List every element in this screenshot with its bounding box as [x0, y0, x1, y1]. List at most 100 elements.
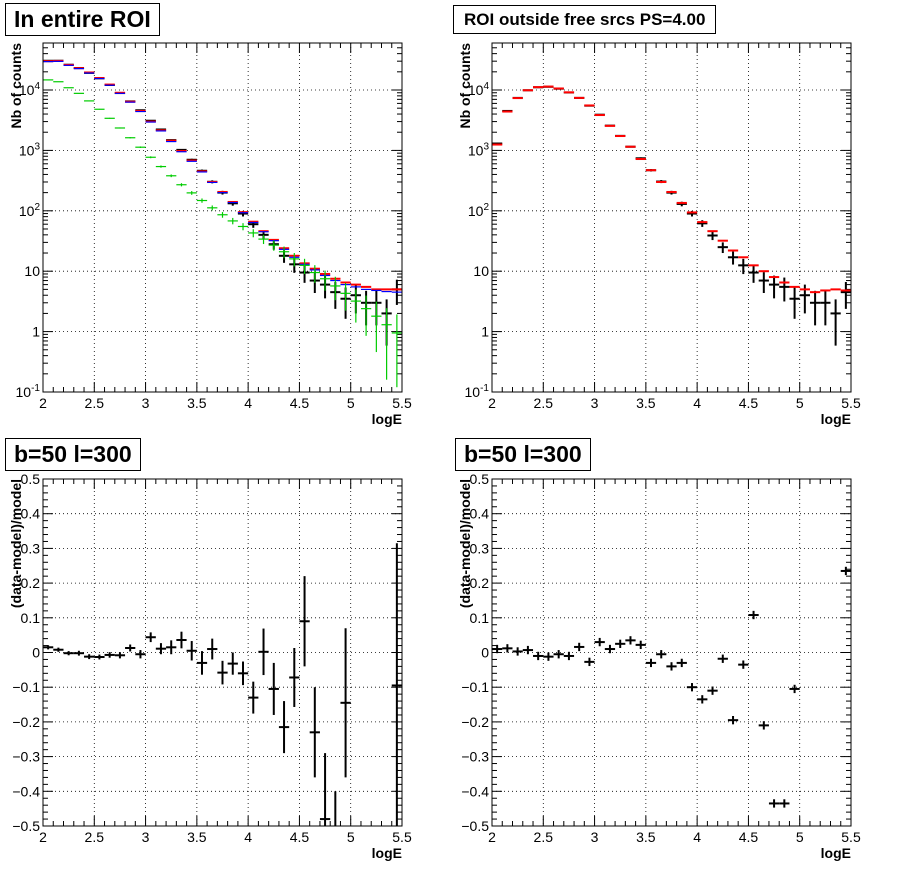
- model-point: [104, 117, 115, 119]
- model-point: [196, 198, 208, 203]
- data-point: [748, 265, 759, 283]
- model-point: [309, 265, 320, 283]
- y-tick-label: 0.5: [470, 471, 490, 487]
- x-axis-label: logE: [821, 411, 851, 427]
- plot-frame: [491, 42, 852, 393]
- residual-point: [63, 651, 74, 656]
- x-tick-label: 4.5: [290, 395, 310, 411]
- residual-point: [248, 681, 259, 714]
- model-point: [227, 217, 238, 225]
- model-point: [125, 137, 136, 139]
- y-tick-label: 0.1: [21, 610, 41, 626]
- x-tick-label: 5.5: [392, 829, 412, 845]
- residual-point: [207, 638, 218, 660]
- x-tick-label: 3: [142, 395, 150, 411]
- series-group: [43, 59, 402, 388]
- residual-point: [492, 644, 503, 654]
- y-tick-label: 104: [468, 81, 490, 98]
- residual-point: [176, 631, 187, 649]
- x-tick-label: 5.5: [392, 395, 412, 411]
- model-point: [207, 205, 218, 211]
- residual-point: [340, 628, 351, 778]
- y-tick-label: 10-1: [16, 383, 41, 400]
- plot-area: [492, 43, 851, 392]
- plot-area: [492, 479, 851, 826]
- x-tick-label: 3.5: [187, 395, 207, 411]
- residual-point: [196, 651, 208, 675]
- x-tick-label: 5: [796, 395, 804, 411]
- x-tick-label: 3.5: [636, 829, 656, 845]
- series-group: [492, 566, 851, 808]
- x-tick-label: 4: [244, 395, 252, 411]
- model-point: [84, 100, 95, 102]
- plot-frame: [491, 478, 852, 827]
- x-tick-label: 3: [591, 829, 599, 845]
- model-point: [166, 174, 177, 178]
- x-tick-label: 2.5: [534, 395, 554, 411]
- model-point: [268, 240, 279, 251]
- x-tick-label: 3: [591, 395, 599, 411]
- model-point: [248, 229, 259, 238]
- residual-point: [553, 650, 564, 659]
- x-tick-label: 3.5: [187, 829, 207, 845]
- x-axis-label: logE: [372, 845, 402, 861]
- y-tick-label: 10-1: [465, 383, 490, 400]
- y-tick-label: −0.1: [12, 679, 40, 695]
- y-tick-label: 0.2: [21, 575, 41, 591]
- residual-point: [758, 721, 769, 730]
- data-point: [727, 251, 739, 265]
- residual-point: [543, 652, 554, 661]
- chart-title-2: ROI outside free srcs PS=4.00: [453, 5, 717, 34]
- x-tick-label: 5: [347, 829, 355, 845]
- x-tick-label: 3: [142, 829, 150, 845]
- residual-point: [289, 647, 300, 707]
- y-axis-label: (data-model)/model: [457, 479, 473, 608]
- residual-point: [686, 683, 698, 692]
- x-axis-label: logE: [821, 845, 851, 861]
- residual-point: [135, 650, 146, 659]
- residual-point: [94, 654, 105, 660]
- residual-point: [84, 654, 95, 660]
- residual-point: [145, 632, 156, 643]
- series-group: [492, 85, 851, 346]
- y-tick-label: 102: [19, 202, 41, 219]
- residual-point: [114, 652, 126, 659]
- y-tick-label: −0.5: [461, 818, 489, 834]
- x-tick-label: 2.5: [85, 829, 105, 845]
- data-point: [768, 275, 780, 299]
- residual-point: [768, 799, 780, 808]
- x-tick-label: 4: [693, 395, 701, 411]
- chart-3: 2 2.5 3 3.5 4 4.5 5 5.5 −0.5 −0.4 −0.3 −0.2 −0.1 0 0.1…: [8, 471, 412, 861]
- x-tick-label: 2: [39, 395, 47, 411]
- residual-point: [656, 650, 667, 659]
- residual-point: [563, 651, 575, 661]
- y-axis-label: Nb of counts: [457, 43, 473, 129]
- y-tick-label: 1: [481, 324, 489, 340]
- residual-point: [278, 701, 290, 754]
- residual-point: [309, 687, 320, 778]
- residual-point: [697, 695, 708, 704]
- x-tick-label: 5.5: [841, 395, 861, 411]
- y-tick-label: 10: [24, 263, 40, 279]
- x-tick-label: 2: [488, 395, 496, 411]
- y-tick-label: 0: [481, 645, 489, 661]
- y-tick-label: 0.2: [470, 575, 490, 591]
- residual-point: [625, 636, 636, 645]
- model-point: [176, 183, 187, 187]
- data-point: [717, 242, 728, 254]
- chart-4: 2 2.5 3 3.5 4 4.5 5 5.5 −0.5 −0.4 −0.3 −0.2 −0.1 0 0.1…: [457, 471, 861, 861]
- model-point: [350, 289, 361, 323]
- x-tick-label: 4.5: [290, 829, 310, 845]
- chart-title-1: In entire ROI: [5, 3, 160, 36]
- residual-point: [73, 650, 85, 656]
- model-point: [289, 253, 300, 267]
- residual-point: [53, 647, 64, 652]
- model-point: [94, 108, 105, 110]
- y-tick-label: −0.4: [12, 783, 40, 799]
- plot-frame: [42, 478, 403, 827]
- model-point: [278, 246, 290, 259]
- x-tick-label: 2: [39, 829, 47, 845]
- residual-point: [125, 644, 136, 652]
- residual-point: [334, 791, 337, 826]
- model-point: [155, 165, 167, 168]
